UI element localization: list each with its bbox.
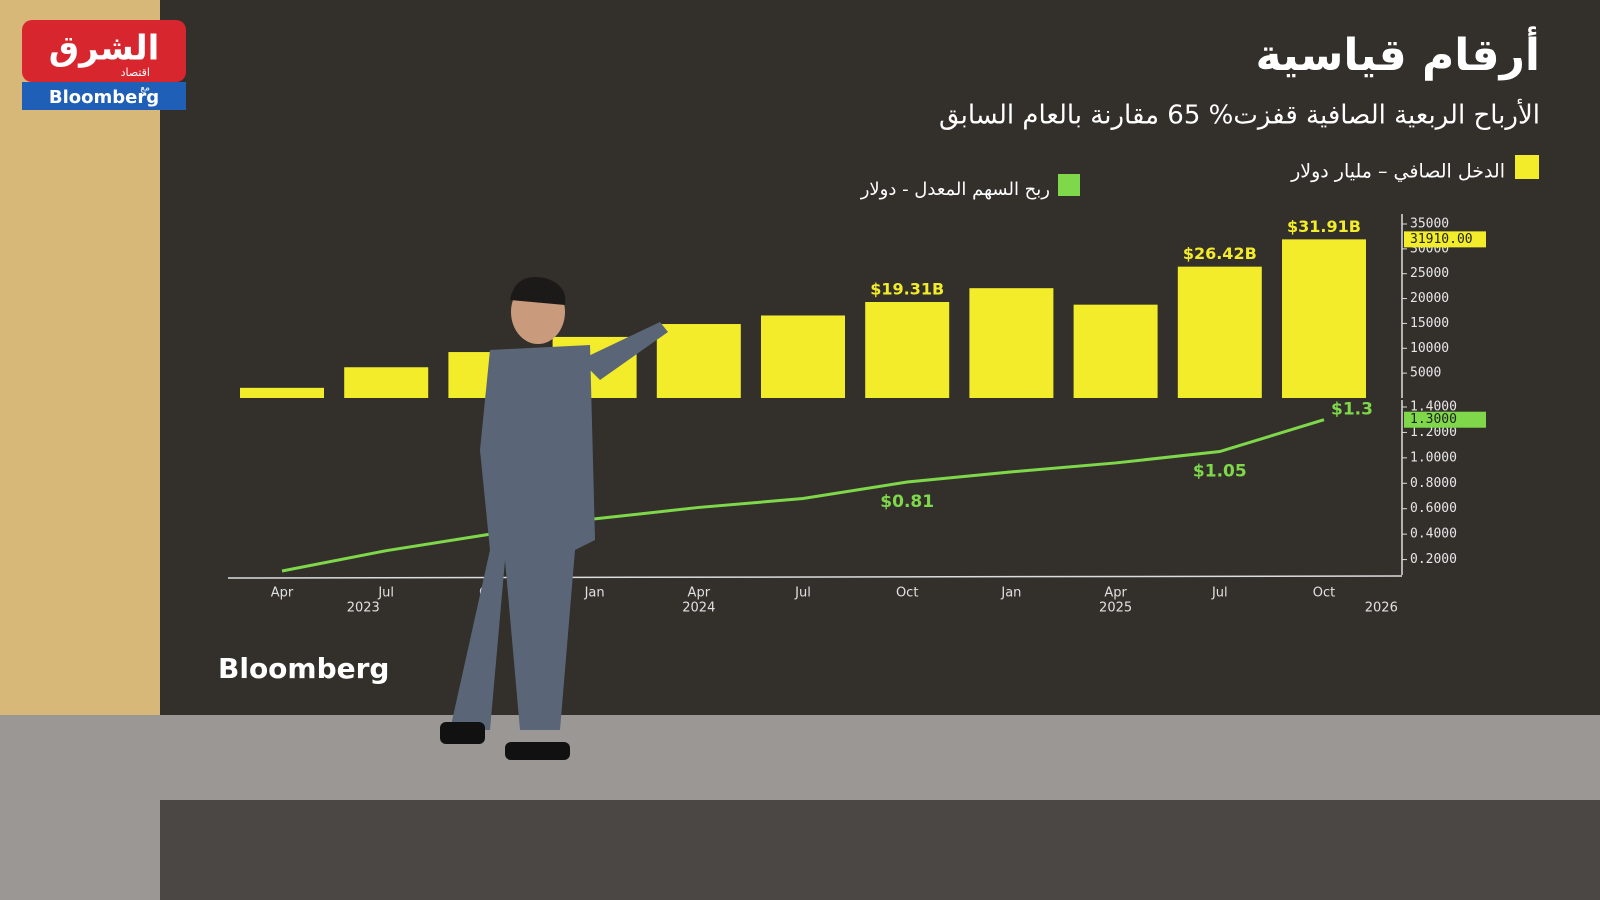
watermark: Bloomberg bbox=[218, 652, 389, 685]
x-axis bbox=[227, 575, 1403, 579]
x-tick-label: Apr bbox=[688, 586, 711, 601]
x-tick-label: Jan bbox=[584, 586, 605, 601]
presenter-shoe bbox=[505, 742, 570, 760]
x-tick-label: Oct bbox=[1313, 586, 1335, 601]
left-wall bbox=[0, 0, 160, 730]
bar bbox=[1177, 266, 1262, 398]
bar bbox=[1282, 239, 1366, 398]
value-label: $1.3 bbox=[1331, 400, 1373, 420]
value-label: $31.91B bbox=[1287, 217, 1361, 236]
legend-label: ربح السهم المعدل - دولار bbox=[860, 179, 1050, 200]
value-label: $19.31B bbox=[870, 280, 944, 299]
value-label: $0.81 bbox=[880, 492, 934, 512]
y-tick-label: 5000 bbox=[1410, 366, 1441, 381]
x-group-label: 2025 bbox=[1099, 601, 1132, 616]
x-tick-label: Jan bbox=[1000, 586, 1021, 601]
line bbox=[281, 418, 1325, 573]
logo-blue bbox=[22, 82, 186, 110]
y-tick-label: 1.4000 bbox=[1410, 400, 1457, 415]
bar bbox=[761, 315, 845, 398]
y-tick-label: 0.2000 bbox=[1410, 552, 1457, 567]
chart-title: أرقام قياسية bbox=[1255, 26, 1540, 81]
bar bbox=[1073, 304, 1158, 398]
y-tick-label: 15000 bbox=[1410, 316, 1449, 331]
presenter-suit bbox=[450, 345, 595, 730]
x-tick-label: Oct bbox=[896, 586, 918, 601]
x-tick-label: Apr bbox=[1104, 586, 1127, 601]
presenter-arm bbox=[580, 322, 668, 380]
presenter-hair bbox=[510, 276, 566, 305]
current-value-label: 1.3000 bbox=[1410, 412, 1457, 427]
logo-subline: اقتصاد bbox=[121, 66, 150, 79]
y-tick-label: 0.8000 bbox=[1410, 476, 1457, 491]
y-tick-label: 25000 bbox=[1410, 266, 1449, 281]
value-label: $1.05 bbox=[1193, 462, 1247, 482]
bar bbox=[240, 387, 324, 398]
x-tick-label: Apr bbox=[271, 586, 294, 601]
logo-partner: Bloomberg bbox=[49, 87, 159, 108]
presenter-shoe bbox=[440, 722, 485, 744]
legend-swatch bbox=[1058, 174, 1080, 196]
bar bbox=[344, 367, 429, 398]
value-label: $26.42B bbox=[1183, 244, 1257, 263]
logo-channel: الشرق bbox=[49, 29, 160, 69]
y-tick-label: 1.0000 bbox=[1410, 450, 1457, 465]
logo-red bbox=[22, 20, 186, 82]
x-tick-label: Jul bbox=[1211, 586, 1228, 601]
chart-subtitle: الأرباح الربعية الصافية قفزت% 65 مقارنة … bbox=[939, 98, 1540, 131]
bar bbox=[865, 302, 950, 398]
bar bbox=[969, 288, 1054, 398]
floor-reflection bbox=[160, 800, 1600, 900]
x-group-label: 2023 bbox=[347, 601, 380, 616]
y-tick-label: 0.4000 bbox=[1410, 527, 1457, 542]
x-tick-label: Jul bbox=[794, 586, 811, 601]
x-group-label: 2024 bbox=[682, 601, 715, 616]
legend-swatch bbox=[1515, 155, 1539, 179]
logo-with: مع bbox=[140, 84, 150, 94]
bar bbox=[656, 324, 741, 398]
current-value-tag bbox=[1404, 231, 1486, 248]
y-tick-label: 1.2000 bbox=[1410, 425, 1457, 440]
x-tick-label: Jul bbox=[377, 586, 394, 601]
presenter bbox=[440, 276, 668, 760]
y-tick-label: 20000 bbox=[1410, 291, 1449, 306]
y-tick-label: 10000 bbox=[1410, 341, 1449, 356]
y-tick-label: 0.6000 bbox=[1410, 501, 1457, 516]
y-tick-label: 35000 bbox=[1410, 217, 1449, 232]
current-value-tag bbox=[1404, 411, 1486, 428]
x-group-label: 2026 bbox=[1365, 601, 1398, 616]
current-value-label: 31910.00 bbox=[1410, 232, 1473, 247]
logo: الشرق اقتصاد مع Bloomberg bbox=[22, 20, 186, 110]
legend-label: الدخل الصافي – مليار دولار bbox=[1290, 161, 1505, 183]
